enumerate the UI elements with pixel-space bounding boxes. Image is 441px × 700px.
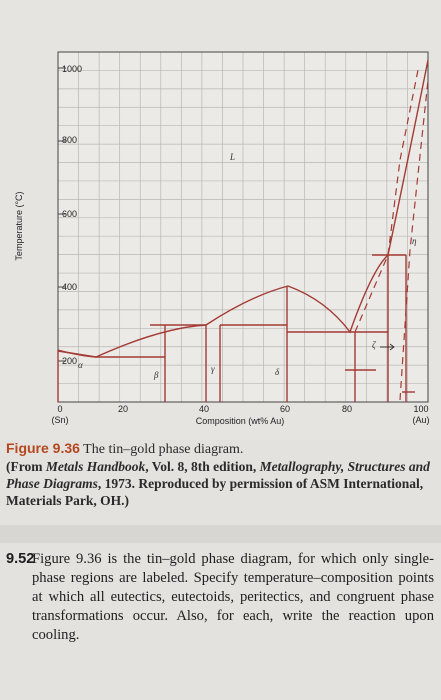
source-open: (From [6, 459, 46, 474]
phase-label-gamma: γ [211, 364, 215, 374]
y-tick-marks [58, 67, 66, 362]
x-tick-label: 20 [118, 404, 128, 414]
arrow-icon [380, 343, 395, 351]
grid-lines [58, 52, 428, 402]
source-end: , 1973. Reproduced by permission of ASM … [6, 476, 424, 508]
phase-label-eta: η [412, 236, 417, 246]
dashed-solidus-left [354, 69, 419, 333]
source-mid: , Vol. 8, 8th edition, [145, 459, 260, 474]
y-tick-label: 400 [62, 282, 77, 292]
phase-label-liquid: L [229, 152, 235, 162]
x-tick-label: 100 [413, 404, 428, 414]
x-tick-label: 60 [280, 404, 290, 414]
phase-diagram: 1000 800 600 400 200 Temperature (°C) 0 … [14, 51, 430, 426]
x-end-label-left: (Sn) [51, 415, 68, 425]
x-tick-label: 40 [199, 404, 209, 414]
dashed-boundaries [354, 69, 429, 401]
problem-number: 9.52 [6, 551, 35, 567]
x-tick-label: 0 [57, 404, 62, 414]
figure-source: (From Metals Handbook, Vol. 8, 8th editi… [6, 458, 436, 509]
phase-label-delta: δ [275, 367, 280, 377]
source-title-2: Metallography, Structures and Phase Diag… [6, 459, 430, 491]
x-end-label-right: (Au) [412, 415, 429, 425]
phase-label-beta: β [153, 370, 159, 380]
figure-caption: Figure 9.36 The tin–gold phase diagram. … [6, 440, 436, 509]
plot-frame [57, 51, 429, 403]
y-tick-label: 800 [62, 135, 77, 145]
figure-label: Figure 9.36 [6, 440, 80, 456]
problem-text: Figure 9.36 is the tin–gold phase diagra… [32, 551, 434, 643]
x-tick-label: 80 [342, 404, 352, 414]
phase-boundaries [57, 59, 429, 402]
y-tick-label: 200 [62, 356, 77, 366]
problem-statement: 9.52 Figure 9.36 is the tin–gold phase d… [6, 550, 434, 645]
x-axis-title: Composition (wt% Au) [196, 416, 285, 426]
y-axis-title: Temperature (°C) [14, 191, 24, 260]
figure-title: The tin–gold phase diagram. [83, 442, 244, 457]
y-tick-label: 600 [62, 209, 77, 219]
section-divider [0, 525, 441, 543]
phase-label-alpha: α [78, 360, 83, 370]
eutectic-isotherm [57, 350, 97, 358]
liquidus-line [57, 59, 429, 358]
phase-label-zeta: ζ [372, 340, 377, 350]
source-title: Metals Handbook [45, 459, 146, 474]
y-tick-label: 1000 [62, 64, 82, 74]
dashed-solidus-right [399, 79, 429, 401]
